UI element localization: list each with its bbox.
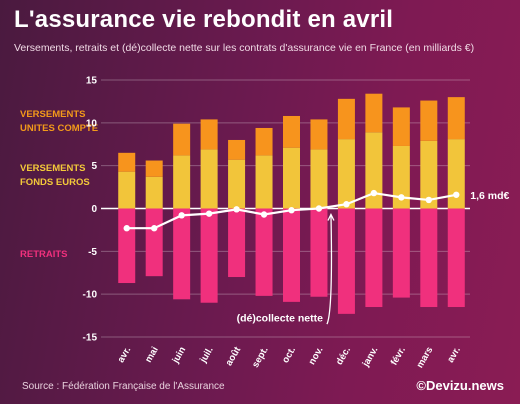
annotation-arrowhead [327,213,335,221]
bar-retraits [365,208,383,308]
point-collecte-nette [178,212,185,219]
y-tick-label: -10 [83,290,98,301]
point-collecte-nette [453,191,460,198]
chart-subtitle: Versements, retraits et (dé)collecte net… [14,42,475,54]
bar-unites-compte [365,93,383,133]
annotation-collecte-nette: (dé)collecte nette [237,313,324,325]
point-collecte-nette [205,210,213,217]
x-tick-label: déc. [334,345,353,367]
legend-fe-line1: VERSEMENTS [20,163,86,174]
bar-unites-compte [145,160,163,177]
point-collecte-nette [425,196,433,204]
bar-unites-compte [173,123,191,156]
bar-retraits [420,208,438,308]
legend-versements-unites-compte: VERSEMENTS UNITES COMPTE [20,108,98,136]
bar-fonds-euros [283,147,300,209]
y-tick-label: -15 [83,333,98,344]
point-collecte-nette [315,205,323,212]
bar-unites-compte [310,119,328,150]
bar-retraits [173,208,191,300]
legend-retraits: RETRAITS [20,249,68,260]
point-collecte-nette [233,206,240,213]
bar-retraits [283,208,300,302]
point-collecte-nette [260,211,268,218]
bar-fonds-euros [145,176,163,209]
y-tick-label: 15 [86,76,98,87]
x-tick-label: févr. [389,345,408,367]
point-collecte-nette [123,225,130,232]
bar-retraits [145,208,163,277]
bar-unites-compte [200,119,218,150]
bar-unites-compte [337,98,355,140]
bar-retraits [310,208,328,297]
annotation-last-value: 1,6 md€ [470,190,509,202]
bar-retraits [447,208,465,308]
bar-fonds-euros [392,145,410,209]
bar-unites-compte [283,115,300,148]
y-tick-label: -5 [88,247,97,258]
bar-unites-compte [255,127,273,156]
bar-unites-compte [420,100,438,141]
bar-retraits [392,208,410,298]
bar-fonds-euros [228,159,246,209]
bar-fonds-euros [255,155,273,209]
x-tick-label: sept. [250,345,271,370]
bar-fonds-euros [365,132,383,209]
source-note: Source : Fédération Française de l'Assur… [22,381,225,392]
x-tick-label: juil. [197,345,215,366]
point-collecte-nette [370,189,378,197]
y-tick-label: 5 [91,161,97,172]
point-collecte-nette [398,194,405,201]
bar-retraits [118,208,136,284]
legend-versements-fonds-euros: VERSEMENTS FONDS EUROS [20,162,90,190]
bar-retraits [200,208,218,303]
bar-unites-compte [118,152,136,172]
x-tick-label: mars [415,345,436,370]
y-tick-label: 0 [91,204,97,215]
x-tick-label: juin [170,345,189,366]
bar-retraits [337,208,355,314]
annotation-arrow [326,214,333,325]
page-title: L'assurance vie rebondit en avril [14,6,394,33]
bar-unites-compte [228,139,246,160]
point-collecte-nette [343,201,350,208]
bar-unites-compte [392,107,410,146]
legend-fe-line2: FONDS EUROS [20,177,90,188]
bar-retraits [228,208,246,278]
bar-fonds-euros [173,155,191,209]
legend-uc-line1: VERSEMENTS [20,109,86,120]
bar-fonds-euros [447,139,465,209]
bar-retraits [255,208,273,296]
x-tick-label: oct. [280,345,298,365]
x-tick-label: nov. [307,345,326,367]
point-collecte-nette [288,207,295,214]
bar-fonds-euros [337,139,355,209]
bar-fonds-euros [310,149,328,209]
brand-logo: ©Devizu.news [416,378,504,393]
x-tick-label: avr. [445,345,463,365]
point-collecte-nette [150,225,158,232]
x-tick-label: avr. [116,345,134,365]
x-tick-label: août [224,344,244,368]
x-tick-label: janv. [360,345,381,370]
bar-fonds-euros [420,140,438,209]
legend-uc-line2: UNITES COMPTE [20,123,99,134]
bar-fonds-euros [118,171,136,209]
bar-fonds-euros [200,149,218,209]
y-tick-label: 10 [86,118,98,129]
x-tick-label: mai [143,345,161,365]
bar-unites-compte [447,97,465,140]
